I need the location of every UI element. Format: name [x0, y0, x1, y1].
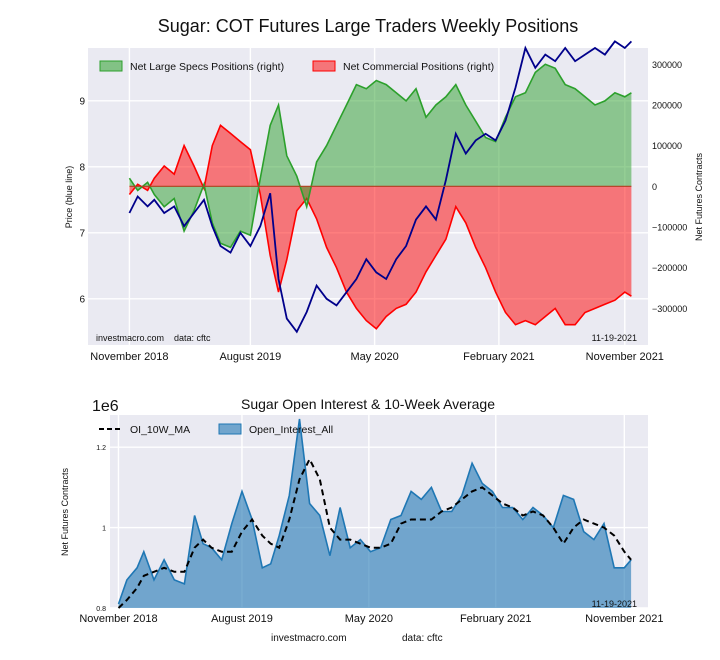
open-interest-area-series [117, 418, 632, 608]
footer-site: investmacro.com [271, 633, 347, 644]
top-right-tick-labels: −300000 −200000 −100000 0 100000 200000 300000 [652, 60, 687, 314]
top-left-tick-label: 7 [79, 228, 85, 239]
commercial-area-fill [129, 125, 632, 329]
price-line-series [128, 40, 633, 334]
specs-area-fill [129, 64, 632, 248]
top-legend: Net Large Specs Positions (right) Net Co… [99, 60, 494, 73]
legend-swatch-specs [99, 60, 123, 72]
legend-swatch-commercial [312, 60, 336, 72]
legend-swatch-oi [218, 423, 242, 435]
top-date-annotation: 11-19-2021 [592, 333, 637, 343]
specs-area-line [128, 63, 632, 249]
top-left-axis-label: Price (blue line) [64, 166, 74, 229]
specs-area-series [128, 63, 632, 249]
top-left-tick-label: 6 [79, 294, 85, 305]
bottom-x-tick-label: November 2021 [585, 613, 663, 625]
top-right-tick-label: −200000 [652, 263, 687, 273]
top-x-tick-label: May 2020 [350, 351, 398, 363]
bottom-chart-title: Sugar Open Interest & 10-Week Average [241, 396, 495, 412]
top-left-tick-label: 9 [79, 96, 85, 107]
bottom-y-tick-labels: 0.8 1 1.2 [96, 445, 106, 613]
top-right-tick-label: 100000 [652, 141, 682, 151]
legend-label-specs: Net Large Specs Positions (right) [130, 61, 284, 73]
top-right-tick-label: 200000 [652, 100, 682, 110]
top-chart-title: Sugar: COT Futures Large Traders Weekly … [158, 16, 579, 36]
bottom-x-tick-label: February 2021 [460, 613, 532, 625]
top-right-tick-label: 0 [652, 182, 657, 192]
bottom-scale-label: 1e6 [92, 398, 119, 415]
commercial-area-series [128, 123, 632, 330]
bottom-y-tick-label: 0.8 [96, 606, 106, 613]
top-right-tick-label: 300000 [652, 60, 682, 70]
top-x-tick-label: February 2021 [463, 351, 535, 363]
top-right-tick-label: −300000 [652, 304, 687, 314]
legend-label-ma: OI_10W_MA [130, 424, 190, 436]
bottom-y-axis-label: Net Futures Contracts [60, 467, 70, 556]
bottom-x-tick-label: November 2018 [79, 613, 157, 625]
bottom-x-tick-labels: November 2018 August 2019 May 2020 February… [79, 613, 663, 625]
top-right-tick-label: −100000 [652, 223, 687, 233]
commercial-area-line [128, 123, 632, 330]
footer-source: data: cftc [402, 633, 443, 644]
top-x-tick-label: November 2021 [586, 351, 664, 363]
top-x-tick-labels: November 2018 August 2019 May 2020 February… [90, 351, 664, 363]
bottom-date-annotation: 11-19-2021 [592, 599, 637, 609]
top-x-tick-label: November 2018 [90, 351, 168, 363]
legend-label-oi: Open_Interest_All [249, 424, 333, 436]
open-interest-fill [118, 419, 632, 608]
bottom-y-tick-label: 1 [102, 526, 106, 533]
bottom-x-tick-label: May 2020 [345, 613, 393, 625]
price-line [128, 40, 633, 334]
legend-label-commercial: Net Commercial Positions (right) [343, 61, 494, 73]
bottom-x-tick-label: August 2019 [211, 613, 273, 625]
top-source-annotation: investmacro.com data: cftc [96, 333, 211, 343]
bottom-legend: OI_10W_MA Open_Interest_All [99, 423, 333, 436]
top-left-tick-label: 8 [79, 162, 85, 173]
top-left-tick-labels: 6 7 8 9 [79, 96, 85, 305]
bottom-y-tick-label: 1.2 [96, 445, 106, 452]
open-interest-line [117, 418, 632, 605]
top-right-axis-label: Net Futures Contracts [694, 152, 704, 241]
top-x-tick-label: August 2019 [219, 351, 281, 363]
